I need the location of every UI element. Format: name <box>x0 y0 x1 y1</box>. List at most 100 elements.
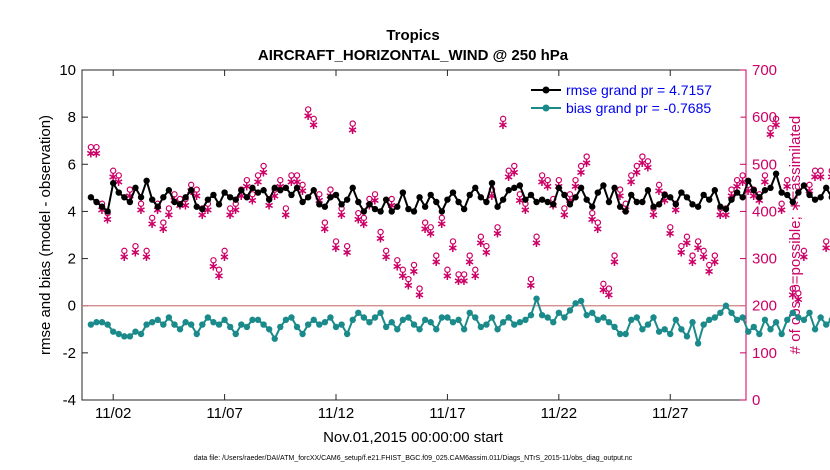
obs-possible-marker <box>466 252 473 259</box>
bias-point <box>511 321 518 328</box>
right-tick-label: 600 <box>752 109 777 126</box>
bias-point <box>544 314 551 321</box>
bias-point <box>756 330 763 338</box>
bias-point <box>577 297 585 305</box>
rmse-point <box>728 196 735 203</box>
bias-point <box>193 330 200 338</box>
bias-point <box>639 326 646 333</box>
legend-bias-label: bias grand pr = -0.7685 <box>566 100 711 116</box>
bias-point <box>115 330 122 338</box>
obs-possible-marker <box>277 176 284 184</box>
bias-point <box>377 309 384 316</box>
obs-assimilated-marker: ∗ <box>397 269 408 284</box>
rmse-point <box>778 189 785 196</box>
rmse-point <box>745 177 752 184</box>
obs-assimilated-marker: ∗ <box>815 170 826 185</box>
bias-point <box>522 316 529 324</box>
obs-assimilated-marker: ∗ <box>475 236 486 251</box>
obs-possible-marker <box>143 247 150 255</box>
bias-point <box>739 314 746 321</box>
obs-assimilated-marker: ∗ <box>319 222 330 237</box>
obs-assimilated-marker: ∗ <box>130 246 141 261</box>
obs-assimilated-marker: ∗ <box>587 213 598 228</box>
rmse-point <box>672 201 680 208</box>
obs-possible-marker <box>784 176 791 184</box>
rmse-point <box>249 184 256 192</box>
obs-assimilated-marker: ∗ <box>559 208 570 223</box>
rmse-point <box>449 189 457 196</box>
rmse-point <box>472 184 479 192</box>
rmse-point <box>187 187 195 194</box>
bias-point <box>427 319 434 326</box>
rmse-point <box>806 191 813 199</box>
bias-point <box>148 319 156 326</box>
obs-possible-marker <box>132 242 139 250</box>
legend: rmse grand pr = 4.7157 bias grand pr = -… <box>524 76 741 120</box>
rmse-point <box>199 205 206 213</box>
rmse-point <box>410 208 418 215</box>
rmse-point <box>87 194 95 201</box>
obs-assimilated-marker: ∗ <box>732 180 743 195</box>
right-tick-label: 100 <box>752 345 777 362</box>
obs-possible-marker <box>533 233 540 240</box>
bias-point <box>204 314 212 321</box>
bias-point <box>171 321 178 328</box>
bias-point <box>466 309 473 316</box>
rmse-point <box>394 203 401 210</box>
obs-possible-marker <box>93 143 100 151</box>
bias-point <box>505 314 512 321</box>
obs-possible-marker <box>772 115 780 123</box>
obs-assimilated-marker: ∗ <box>258 165 269 180</box>
obs-possible-marker <box>683 233 691 240</box>
obs-assimilated-marker: ∗ <box>598 283 609 298</box>
obs-possible-marker <box>355 209 362 217</box>
bias-point <box>433 326 440 333</box>
obs-possible-marker <box>394 257 401 264</box>
left-tick-label: -4 <box>63 392 76 409</box>
obs-assimilated-marker: ∗ <box>726 189 737 204</box>
rmse-point <box>622 208 629 215</box>
obs-assimilated-marker: ∗ <box>253 175 264 190</box>
rmse-point <box>238 187 245 194</box>
bias-point <box>711 314 719 321</box>
plot-area <box>81 69 747 401</box>
obs-assimilated-marker: ∗ <box>152 203 163 218</box>
left-tick-label: 0 <box>68 298 76 315</box>
obs-assimilated-marker: ∗ <box>124 189 135 204</box>
rmse-point <box>193 203 200 210</box>
bias-point <box>109 328 117 335</box>
rmse-point <box>561 191 568 199</box>
bias-point <box>561 314 568 321</box>
obs-possible-marker <box>221 247 228 255</box>
obs-possible-marker <box>316 191 323 198</box>
obs-assimilated-marker: ∗ <box>509 165 520 180</box>
rmse-point <box>689 201 696 208</box>
bias-point <box>594 316 602 324</box>
bias-point <box>817 314 824 321</box>
obs-assimilated-marker: ∗ <box>403 279 414 294</box>
obs-assimilated-marker: ∗ <box>353 213 364 228</box>
x-tick-label: 11/02 <box>95 405 131 422</box>
rmse-point <box>405 205 412 213</box>
bias-point <box>772 319 780 326</box>
rmse-point <box>416 194 423 201</box>
rmse-point <box>661 191 668 199</box>
obs-assimilated-marker: ∗ <box>414 288 425 303</box>
obs-possible-marker <box>639 153 646 160</box>
bias-point <box>550 319 557 326</box>
obs-assimilated-marker: ∗ <box>709 255 720 270</box>
rmse-point <box>722 205 730 213</box>
bias-point <box>87 321 95 328</box>
rmse-point <box>644 187 652 194</box>
obs-assimilated-marker: ∗ <box>448 241 459 256</box>
obs-assimilated-marker: ∗ <box>420 222 431 237</box>
obs-possible-marker <box>472 266 479 273</box>
obs-possible-marker <box>148 214 156 222</box>
obs-assimilated-marker: ∗ <box>581 156 592 171</box>
obs-assimilated-marker: ∗ <box>520 203 531 218</box>
bias-point <box>93 319 100 326</box>
obs-assimilated-marker: ∗ <box>693 241 704 256</box>
obs-assimilated-marker: ∗ <box>241 180 252 195</box>
obs-assimilated-marker: ∗ <box>347 123 358 138</box>
